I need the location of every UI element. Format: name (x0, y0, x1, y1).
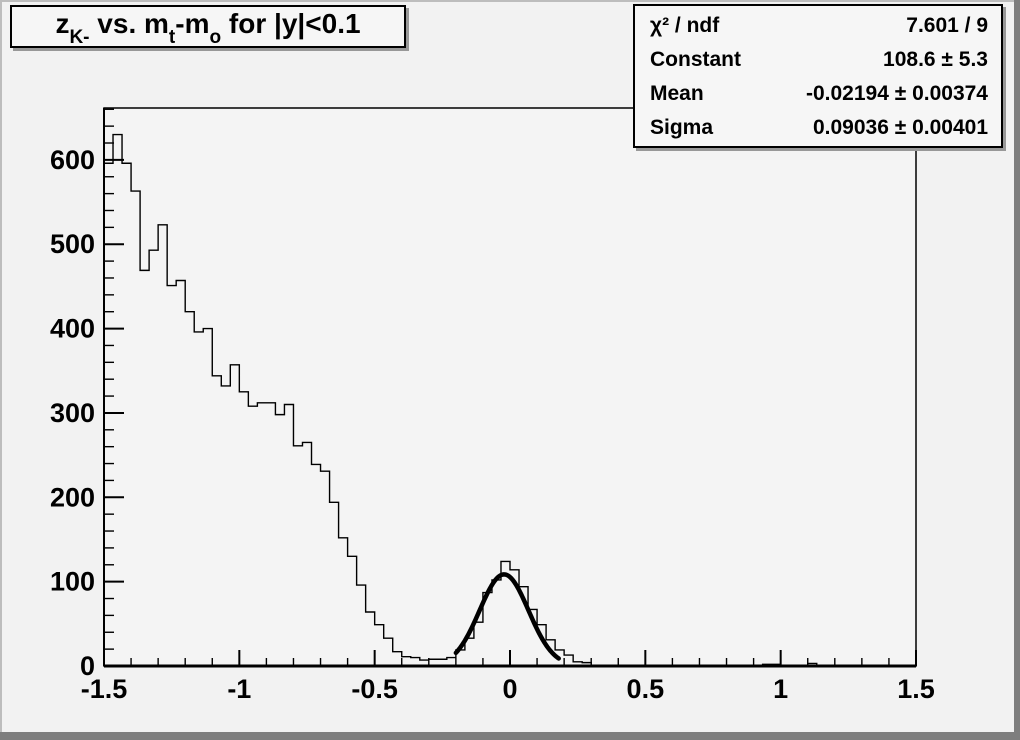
stat-label: Sigma (650, 115, 714, 139)
stat-label: χ² / ndf (650, 13, 720, 37)
histogram-step-line (104, 133, 916, 667)
canvas-bevel-right (1014, 0, 1020, 740)
y-axis-tick-label: 200 (50, 482, 95, 512)
gaussian-fit-curve (453, 572, 561, 661)
stat-value: 108.6 ± 5.3 (883, 47, 988, 71)
stat-value: 7.601 / 9 (906, 13, 988, 37)
stat-row: Mean -0.02194 ± 0.00374 (635, 77, 1001, 110)
x-axis-tick-label: -1 (227, 674, 251, 704)
fit-stats-box: χ² / ndf 7.601 / 9 Constant 108.6 ± 5.3 Mean… (633, 4, 1003, 148)
plot-title: zK- vs. mt-mo for |y|<0.1 (55, 7, 361, 48)
stat-label: Constant (650, 47, 741, 71)
x-axis-tick-label: 1 (773, 674, 788, 704)
stat-value: 0.09036 ± 0.00401 (812, 115, 988, 139)
canvas-bevel-left (0, 0, 2, 740)
plot-frame (103, 107, 917, 667)
title-subscript: o (209, 26, 222, 48)
x-axis-tick-label: -0.5 (351, 674, 398, 704)
y-axis-tick-label: 600 (50, 145, 95, 175)
title-segment: vs. m (89, 7, 169, 39)
x-axis-tick-label: -1.5 (81, 674, 128, 704)
plot-title-box: zK- vs. mt-mo for |y|<0.1 (10, 5, 406, 48)
stat-label: Mean (650, 81, 704, 105)
x-axis-tick-label: 0.5 (627, 674, 665, 704)
y-axis-tick-label: 500 (50, 229, 95, 259)
x-axis-tick-label: 1.5 (897, 674, 935, 704)
y-axis-tick-label: 0 (80, 651, 95, 681)
stat-row: Constant 108.6 ± 5.3 (635, 43, 1001, 76)
title-segment: z (55, 7, 70, 39)
stat-row: Sigma 0.09036 ± 0.00401 (635, 111, 1001, 144)
canvas-bevel-top (0, 0, 1020, 2)
stat-value: -0.02194 ± 0.00374 (805, 81, 988, 105)
title-subscript: K- (69, 26, 90, 48)
stat-row: χ² / ndf 7.601 / 9 (635, 9, 1001, 42)
title-segment: -m (175, 7, 210, 39)
title-subscript: t (168, 26, 176, 48)
y-axis-tick-label: 400 (50, 314, 95, 344)
y-axis-tick-label: 100 (50, 567, 95, 597)
x-axis-tick-label: 0 (502, 674, 517, 704)
title-segment: for |y|<0.1 (221, 7, 361, 39)
y-axis-tick-label: 300 (50, 398, 95, 428)
canvas-bevel-bottom (0, 732, 1020, 740)
